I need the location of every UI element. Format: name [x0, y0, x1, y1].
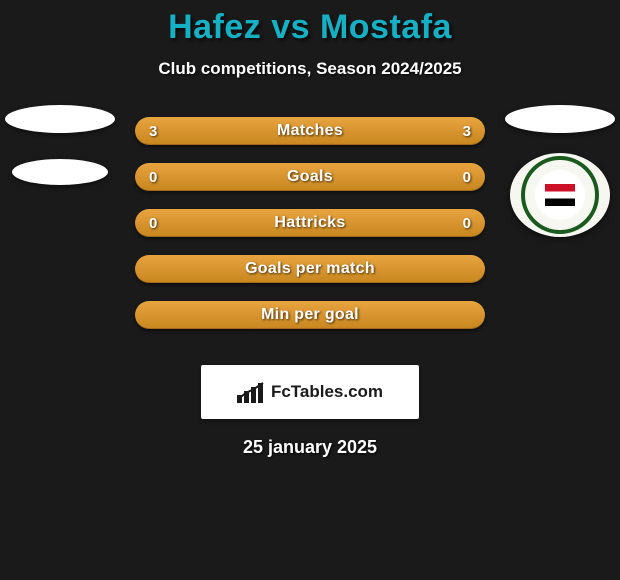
stat-value-right: 0	[463, 169, 471, 186]
player-right-graphic	[500, 105, 620, 237]
page-title: Hafez vs Mostafa	[0, 8, 620, 47]
stat-bar: Goals per match	[135, 255, 485, 283]
stats-area: 3 Matches 3 0 Goals 0 0 Hattricks 0 Goals per mat…	[0, 117, 620, 357]
stat-bar: 0 Goals 0	[135, 163, 485, 191]
stat-label: Matches	[277, 122, 343, 140]
stat-value-left: 3	[149, 123, 157, 140]
stat-label: Min per goal	[261, 306, 359, 324]
bar-chart-icon	[237, 381, 265, 403]
placeholder-ellipse-head	[505, 105, 615, 133]
stat-bar: 3 Matches 3	[135, 117, 485, 145]
stat-bars: 3 Matches 3 0 Goals 0 0 Hattricks 0 Goals per mat…	[135, 117, 485, 329]
stat-value-left: 0	[149, 215, 157, 232]
stat-label: Goals	[287, 168, 333, 186]
subtitle: Club competitions, Season 2024/2025	[0, 59, 620, 79]
fctables-logo: FcTables.com	[201, 365, 419, 419]
stat-value-right: 0	[463, 215, 471, 232]
placeholder-ellipse-body	[12, 159, 108, 185]
logo-text: FcTables.com	[271, 382, 383, 402]
stat-value-left: 0	[149, 169, 157, 186]
stat-label: Hattricks	[274, 214, 345, 232]
player-left-graphic	[0, 105, 120, 185]
stat-value-right: 3	[463, 123, 471, 140]
club-crest	[510, 153, 610, 237]
stat-label: Goals per match	[245, 260, 375, 278]
placeholder-ellipse-head	[5, 105, 115, 133]
stat-bar: Min per goal	[135, 301, 485, 329]
egypt-flag-icon	[545, 184, 575, 206]
stat-bar: 0 Hattricks 0	[135, 209, 485, 237]
snapshot-date: 25 january 2025	[0, 437, 620, 458]
